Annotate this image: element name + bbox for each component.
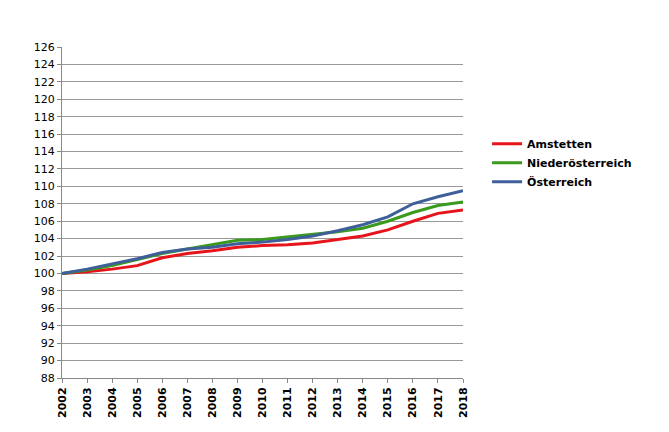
svg-text:2016: 2016 bbox=[406, 387, 419, 418]
svg-text:2012: 2012 bbox=[306, 387, 319, 418]
svg-text:2014: 2014 bbox=[356, 387, 369, 418]
svg-text:2007: 2007 bbox=[181, 387, 194, 418]
svg-text:124: 124 bbox=[34, 58, 55, 71]
svg-text:2010: 2010 bbox=[256, 387, 269, 418]
svg-text:126: 126 bbox=[34, 41, 55, 54]
svg-text:2006: 2006 bbox=[156, 387, 169, 418]
svg-text:88: 88 bbox=[41, 372, 55, 385]
svg-text:122: 122 bbox=[34, 76, 55, 89]
svg-text:Österreich: Österreich bbox=[527, 175, 592, 189]
svg-text:94: 94 bbox=[41, 320, 55, 333]
svg-text:2002: 2002 bbox=[56, 387, 69, 418]
svg-text:Amstetten: Amstetten bbox=[527, 138, 592, 151]
svg-text:116: 116 bbox=[34, 128, 55, 141]
svg-text:2004: 2004 bbox=[106, 387, 119, 418]
svg-text:2017: 2017 bbox=[432, 387, 445, 418]
svg-text:110: 110 bbox=[34, 180, 55, 193]
svg-text:2008: 2008 bbox=[206, 387, 219, 418]
svg-text:2005: 2005 bbox=[131, 387, 144, 418]
svg-text:108: 108 bbox=[34, 198, 55, 211]
svg-text:106: 106 bbox=[34, 215, 55, 228]
svg-text:112: 112 bbox=[34, 163, 55, 176]
svg-text:2013: 2013 bbox=[331, 387, 344, 418]
svg-text:2003: 2003 bbox=[81, 387, 94, 418]
svg-text:2015: 2015 bbox=[381, 387, 394, 418]
svg-text:2011: 2011 bbox=[281, 387, 294, 418]
svg-text:98: 98 bbox=[41, 285, 55, 298]
svg-text:104: 104 bbox=[34, 232, 55, 245]
svg-text:96: 96 bbox=[41, 302, 55, 315]
svg-text:102: 102 bbox=[34, 250, 55, 263]
svg-text:2009: 2009 bbox=[231, 387, 244, 418]
svg-text:120: 120 bbox=[34, 93, 55, 106]
svg-text:92: 92 bbox=[41, 337, 55, 350]
svg-text:2018: 2018 bbox=[457, 387, 470, 418]
svg-text:Niederösterreich: Niederösterreich bbox=[527, 157, 631, 170]
svg-text:90: 90 bbox=[41, 354, 55, 367]
svg-text:100: 100 bbox=[34, 267, 55, 280]
svg-text:118: 118 bbox=[34, 111, 55, 124]
svg-text:114: 114 bbox=[34, 145, 55, 158]
